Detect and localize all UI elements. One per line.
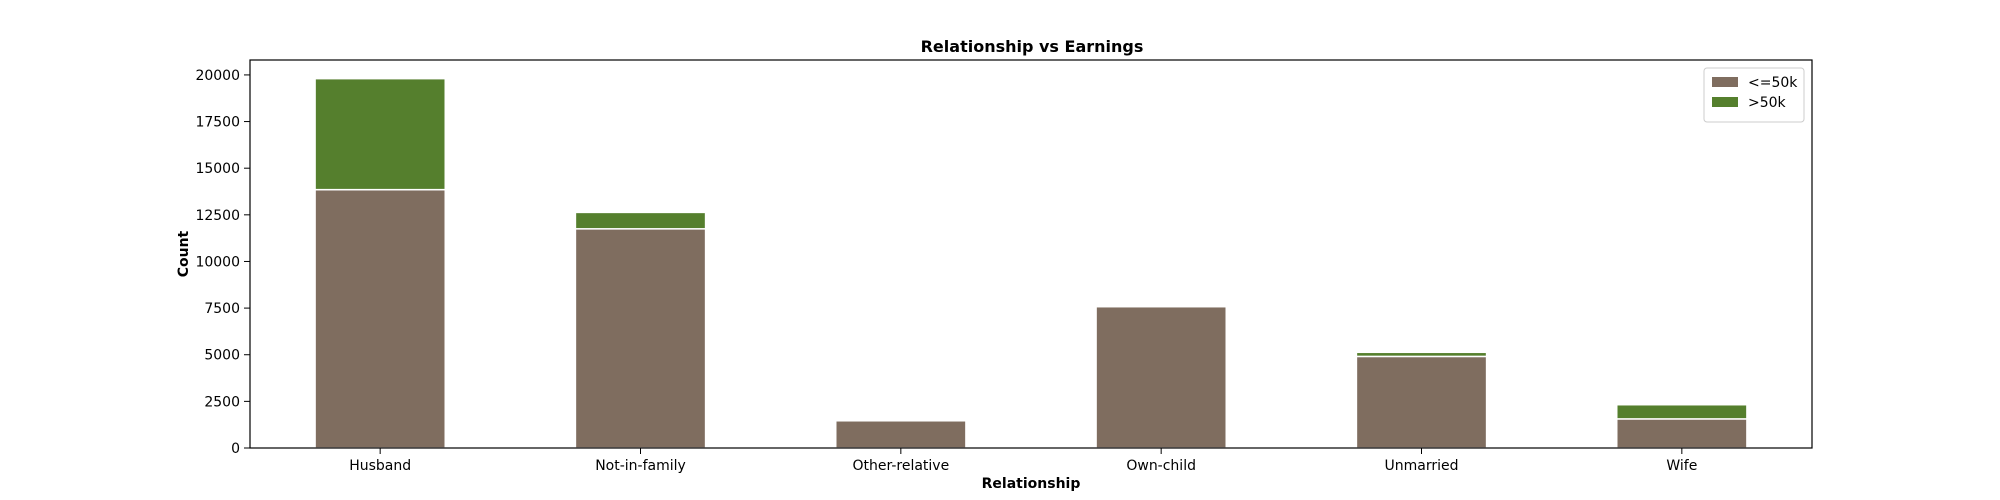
bar-husband-series-1 bbox=[314, 188, 447, 449]
legend-label: <=50k bbox=[1748, 75, 1798, 91]
x-tick-label: Other-relative bbox=[852, 458, 949, 474]
plot-frame bbox=[249, 59, 1813, 449]
y-tick-label: 17500 bbox=[195, 115, 240, 131]
x-tick-label: Wife bbox=[1666, 458, 1697, 474]
bar-other-relative-series-2 bbox=[835, 419, 967, 422]
bar-own-child-series-2 bbox=[1095, 304, 1228, 308]
legend-swatch bbox=[1712, 97, 1738, 107]
y-tick-label: 2500 bbox=[204, 394, 240, 410]
x-tick-label: Unmarried bbox=[1385, 458, 1459, 474]
bar-husband-series-2 bbox=[314, 77, 447, 191]
y-tick-label: 10000 bbox=[195, 254, 240, 270]
bar-not-in-family-series-1 bbox=[574, 228, 707, 449]
bar-other-relative-series-1 bbox=[835, 420, 967, 449]
x-tick-label: Not-in-family bbox=[595, 458, 686, 474]
bars-layer bbox=[314, 77, 1748, 449]
x-tick-label: Husband bbox=[349, 458, 411, 474]
x-axis-title: Relationship bbox=[982, 476, 1081, 492]
y-axis: 0 2500 5000 7500 10000 12500 15000 17500 20000 bbox=[195, 68, 250, 457]
legend-label: >50k bbox=[1748, 95, 1787, 111]
bar-not-in-family-series-2 bbox=[574, 211, 707, 230]
legend: <=50k >50k bbox=[1703, 67, 1805, 123]
y-axis-title: Count bbox=[176, 230, 192, 277]
x-tick-label: Own-child bbox=[1126, 458, 1196, 474]
bar-wife-series-1 bbox=[1616, 418, 1748, 449]
legend-swatch bbox=[1712, 77, 1738, 87]
y-tick-label: 5000 bbox=[204, 348, 240, 364]
y-tick-label: 15000 bbox=[195, 161, 240, 177]
x-axis: Husband Not-in-family Other-relative Own-ch… bbox=[349, 448, 1697, 474]
bar-unmarried-series-2 bbox=[1355, 351, 1488, 358]
bar-wife-series-2 bbox=[1616, 403, 1748, 420]
chart-title: Relationship vs Earnings bbox=[921, 37, 1144, 56]
bar-own-child-series-1 bbox=[1095, 305, 1228, 449]
y-tick-label: 12500 bbox=[195, 208, 240, 224]
bar-unmarried-series-1 bbox=[1355, 355, 1488, 449]
y-tick-label: 7500 bbox=[204, 301, 240, 317]
y-tick-label: 20000 bbox=[195, 68, 240, 84]
y-tick-label: 0 bbox=[231, 441, 240, 457]
